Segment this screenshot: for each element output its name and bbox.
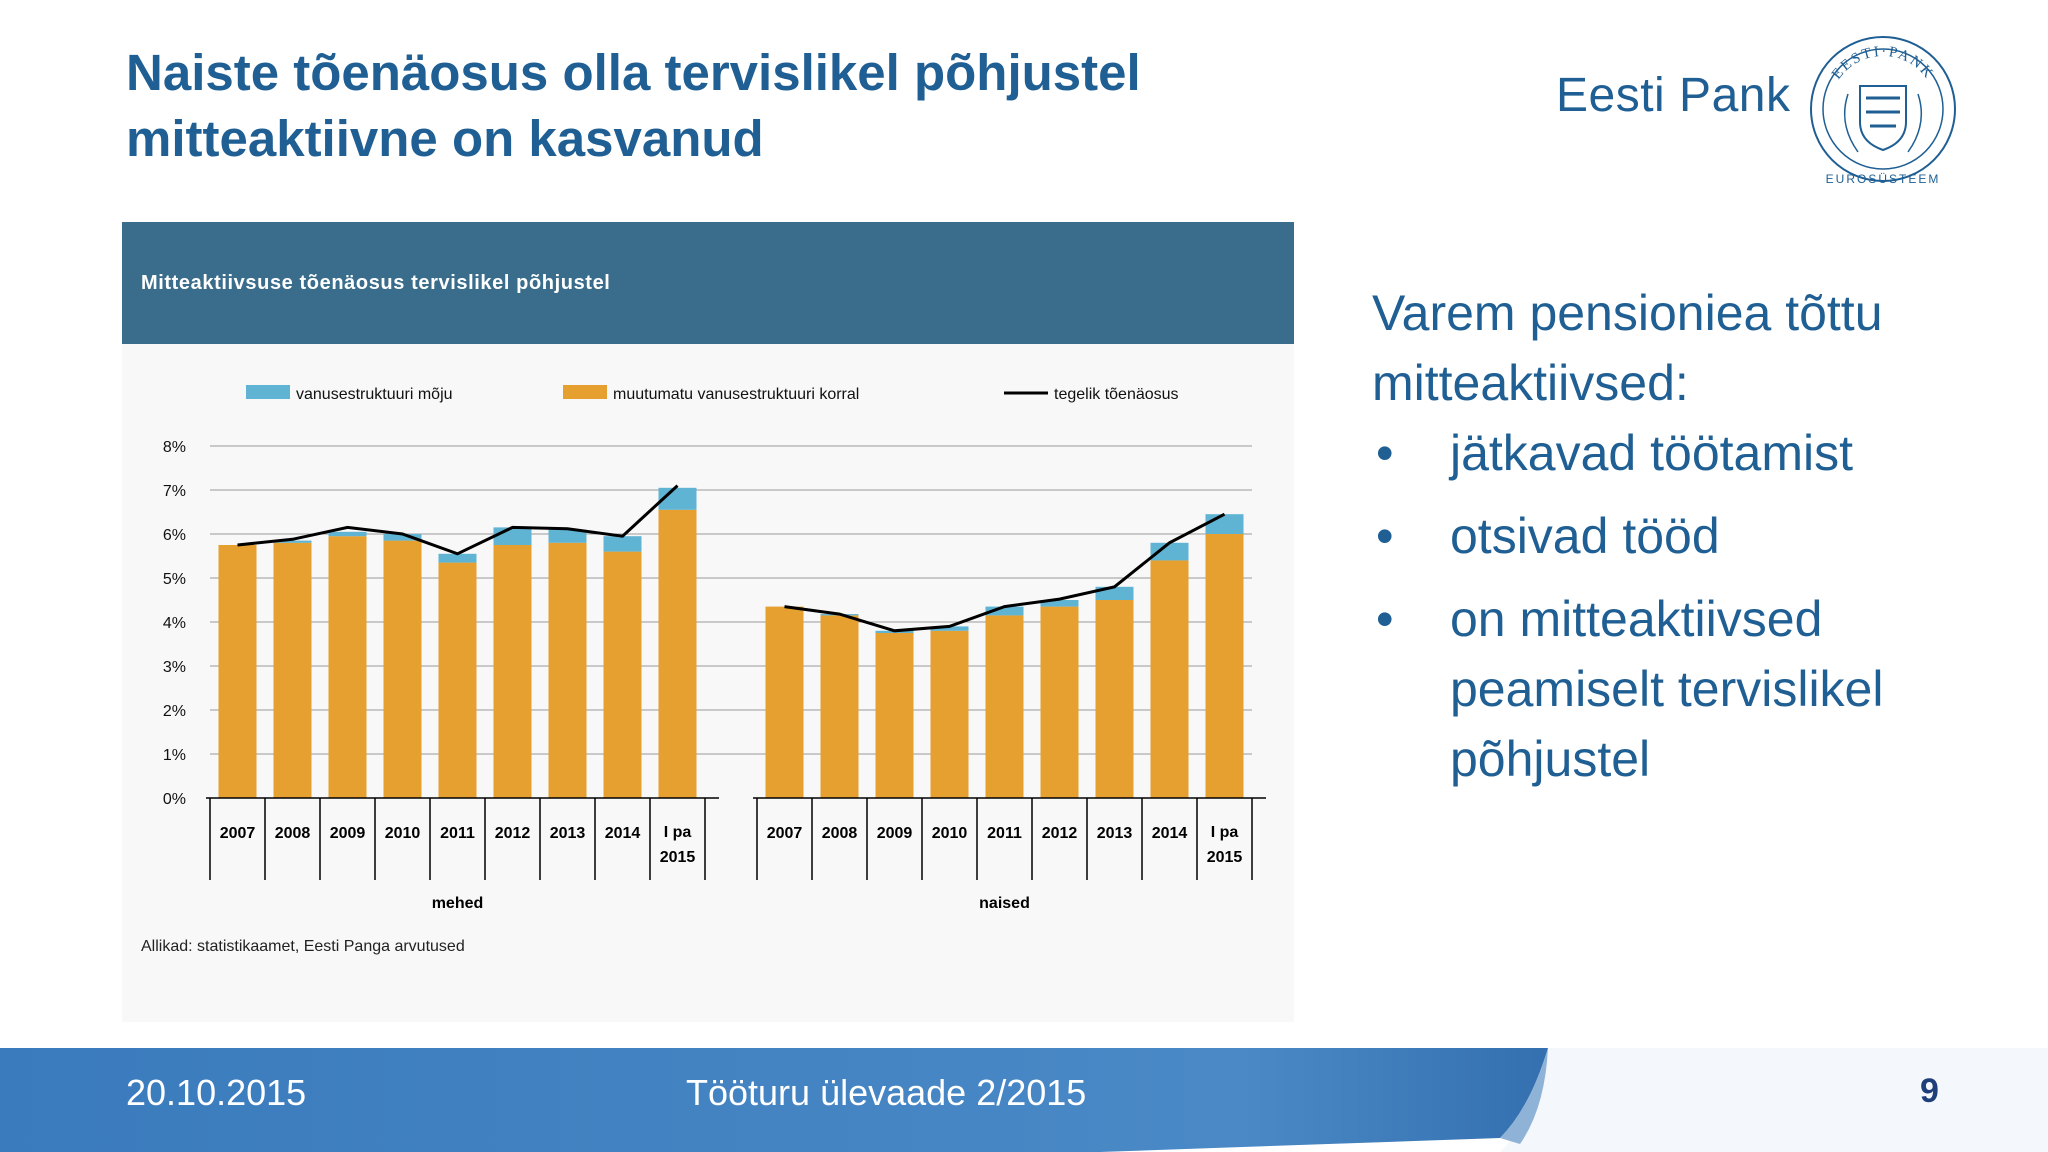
slide-title: Naiste tõenäosus olla tervislikel põhjus…	[126, 44, 1141, 167]
bar-segment	[383, 534, 422, 541]
x-tick-label: 2012	[495, 825, 531, 842]
x-tick-label: I pa	[1211, 824, 1239, 841]
bar-segment	[328, 531, 367, 537]
x-tick-label: 2011	[440, 825, 475, 842]
bar-segment	[930, 626, 969, 631]
y-tick-label: 3%	[163, 659, 186, 676]
y-tick-label: 6%	[163, 527, 186, 544]
bullet-text: on mitteaktiivsed peamiselt tervislikel …	[1450, 591, 1884, 787]
footer-date: 20.10.2015	[126, 1072, 307, 1113]
bar-segment	[383, 540, 422, 798]
footer-band	[0, 1048, 2048, 1152]
y-tick-label: 1%	[163, 747, 186, 764]
bar-segment	[820, 615, 859, 798]
x-tick-label: 2014	[1152, 825, 1188, 842]
bar-segment	[1095, 600, 1134, 798]
source-note: Allikad: statistikaamet, Eesti Panga arv…	[141, 938, 465, 955]
bullet-text: otsivad tööd	[1450, 508, 1720, 564]
bullet-dot: •	[1376, 591, 1394, 647]
x-tick-label: 2009	[877, 825, 913, 842]
x-tick-label: 2012	[1042, 825, 1078, 842]
bar-segment	[438, 562, 477, 798]
y-tick-label: 2%	[163, 703, 186, 720]
x-tick-label: 2014	[605, 825, 641, 842]
bullet-dot: •	[1376, 508, 1394, 564]
bullet-item: • on mitteaktiivsed peamiselt tervislikel…	[1372, 584, 2032, 794]
bar-segment	[218, 545, 257, 798]
seal-caption: EUROSÜSTEEM	[1825, 172, 1941, 186]
bar-segment	[1040, 606, 1079, 798]
bar-segment	[658, 509, 697, 798]
bar-segment	[328, 536, 367, 798]
bar-segment	[985, 606, 1024, 616]
bar-segment	[548, 542, 587, 798]
x-tick-label: 2015	[1207, 849, 1243, 866]
brand-name: Eesti Pank	[1556, 69, 1791, 122]
bar-segment	[438, 553, 477, 563]
bar-segment	[1150, 542, 1189, 561]
group-label: mehed	[432, 895, 484, 912]
chart-title: Mitteaktiivsuse tõenäosus tervislikel põ…	[141, 272, 611, 294]
x-tick-label: 2010	[385, 825, 421, 842]
bar-segment	[273, 540, 312, 543]
x-tick-label: 2011	[987, 825, 1022, 842]
chart-panel: Mitteaktiivsuse tõenäosus tervislikel põ…	[122, 222, 1294, 1022]
y-tick-label: 5%	[163, 571, 186, 588]
x-tick-label: 2013	[550, 825, 586, 842]
legend-swatch	[563, 385, 607, 399]
legend-label: tegelik tõenäosus	[1054, 386, 1179, 403]
y-tick-label: 8%	[163, 439, 186, 456]
y-tick-label: 4%	[163, 615, 186, 632]
y-tick-label: 7%	[163, 483, 186, 500]
x-tick-label: 2013	[1097, 825, 1133, 842]
bar-segment	[930, 630, 969, 798]
bullet-list: • jätkavad töötamist • otsivad tööd • on mi…	[1372, 418, 2032, 807]
bar-segment	[493, 527, 532, 545]
seal-text: EESTI·PANK	[1829, 44, 1935, 83]
bar-segment	[765, 606, 804, 798]
x-tick-label: 2007	[767, 825, 803, 842]
bar-segment	[875, 633, 914, 798]
page-number: 9	[1920, 1072, 1939, 1110]
legend-label: vanusestruktuuri mõju	[296, 386, 453, 403]
y-tick-label: 0%	[163, 791, 186, 808]
bar-segment	[603, 536, 642, 552]
x-tick-label: 2010	[932, 825, 968, 842]
x-tick-label: I pa	[664, 824, 692, 841]
actual-probability-line	[237, 484, 679, 556]
bullet-item: • otsivad tööd	[1372, 501, 2032, 571]
bar-segment	[1150, 560, 1189, 798]
x-tick-label: 2008	[822, 825, 858, 842]
bar-segment	[985, 615, 1024, 798]
bullet-text: jätkavad töötamist	[1450, 425, 1853, 481]
bar-segment	[493, 545, 532, 798]
legend-swatch	[246, 385, 290, 399]
svg-text:EESTI·PANK: EESTI·PANK	[1829, 44, 1937, 83]
bar-segment	[603, 551, 642, 798]
bar-segment	[1205, 514, 1244, 534]
bar-segment	[273, 542, 312, 798]
eesti-pank-seal-logo: EESTI·PANK	[1810, 36, 1956, 182]
actual-probability-line	[784, 512, 1226, 633]
bar-segment	[1040, 600, 1079, 607]
bullets-intro: Varem pensioniea tõttu mitteaktiivsed:	[1372, 285, 1883, 411]
bullet-dot: •	[1376, 425, 1394, 481]
bar-segment	[548, 529, 587, 543]
x-tick-label: 2008	[275, 825, 311, 842]
chart-header: Mitteaktiivsuse tõenäosus tervislikel põ…	[122, 222, 1294, 344]
bullet-item: • jätkavad töötamist	[1372, 418, 2032, 488]
legend-label: muutumatu vanusestruktuuri korral	[613, 386, 859, 403]
group-label: naised	[979, 895, 1030, 912]
footer-title: Tööturu ülevaade 2/2015	[686, 1072, 1087, 1113]
bar-segment	[1205, 534, 1244, 798]
chart-canvas: vanusestruktuuri mõju muutumatu vanusestr…	[163, 385, 1266, 912]
x-tick-label: 2015	[660, 849, 696, 866]
x-tick-label: 2009	[330, 825, 366, 842]
x-tick-label: 2007	[220, 825, 256, 842]
